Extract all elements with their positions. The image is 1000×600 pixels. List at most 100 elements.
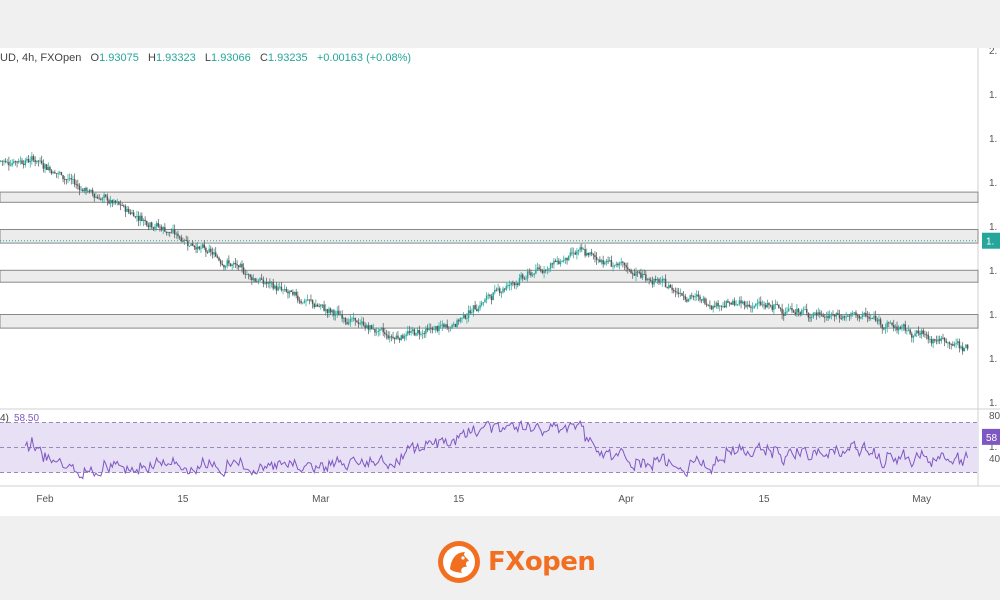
candle-body bbox=[6, 161, 8, 163]
candle-body bbox=[648, 278, 650, 280]
candle-body bbox=[73, 178, 76, 185]
candle-body bbox=[37, 160, 40, 162]
candle-body bbox=[313, 303, 315, 308]
candle-body bbox=[581, 247, 583, 250]
candle-body bbox=[567, 255, 570, 261]
candle-body bbox=[628, 269, 631, 271]
candle-body bbox=[571, 252, 573, 254]
candle-body bbox=[802, 309, 805, 311]
candle-body bbox=[129, 212, 132, 214]
candle-body bbox=[1, 160, 4, 162]
candle-body bbox=[490, 296, 493, 301]
candle-body bbox=[260, 278, 263, 280]
candle-body bbox=[574, 252, 577, 255]
candle-body bbox=[127, 208, 130, 213]
candle-body bbox=[710, 305, 713, 310]
candle-body bbox=[446, 324, 448, 328]
candle-body bbox=[576, 251, 578, 255]
candle-body bbox=[906, 330, 908, 331]
candle-body bbox=[494, 289, 496, 293]
candle-body bbox=[93, 193, 95, 198]
candle-body bbox=[349, 319, 352, 322]
time-tick-label: Feb bbox=[36, 494, 54, 505]
candle-body bbox=[635, 271, 637, 276]
candle-body bbox=[587, 252, 590, 255]
candle-body bbox=[471, 312, 473, 314]
rsi-band-fill bbox=[0, 422, 978, 473]
candle-body bbox=[901, 326, 903, 329]
candle-body bbox=[219, 260, 222, 264]
candle-body bbox=[22, 163, 25, 165]
candle-body bbox=[98, 198, 100, 200]
price-chart[interactable]: 2. 1. 1. 1. 1. 1. 1. 1. 1. 1. 1. 80 40 58 4) 58.50 Feb 1… bbox=[0, 48, 1000, 516]
candle-body bbox=[768, 302, 770, 306]
candle-body bbox=[426, 328, 429, 330]
candle-body bbox=[287, 291, 289, 294]
candle-body bbox=[915, 330, 918, 334]
candle-body bbox=[605, 260, 608, 263]
candle-body bbox=[551, 263, 554, 265]
candle-body bbox=[295, 291, 297, 296]
candle-body bbox=[699, 296, 701, 300]
candle-body bbox=[283, 289, 286, 290]
candle-body bbox=[934, 339, 936, 341]
candle-body bbox=[170, 232, 173, 234]
candle-body bbox=[59, 172, 61, 174]
candles bbox=[0, 152, 969, 355]
candle-body bbox=[615, 263, 618, 265]
candle-body bbox=[4, 160, 7, 162]
candle-body bbox=[141, 215, 143, 222]
current-price-label: 1. bbox=[986, 237, 994, 248]
candle-body bbox=[687, 298, 690, 302]
candle-body bbox=[561, 261, 563, 263]
candle-body bbox=[824, 316, 826, 318]
candle-body bbox=[891, 322, 893, 326]
candle-body bbox=[513, 282, 516, 286]
candle-body bbox=[549, 263, 552, 269]
candle-body bbox=[832, 314, 834, 316]
candle-body bbox=[361, 321, 363, 324]
rsi-indicator bbox=[24, 419, 969, 480]
candle-body bbox=[812, 313, 815, 318]
candle-body bbox=[917, 330, 920, 334]
candle-body bbox=[679, 293, 682, 295]
candle-body bbox=[443, 324, 445, 328]
candle-body bbox=[54, 172, 56, 174]
candle-body bbox=[247, 274, 250, 276]
candle-body bbox=[966, 344, 969, 349]
price-tick-label: 1. bbox=[989, 222, 997, 233]
candle-body bbox=[914, 333, 916, 337]
candle-body bbox=[741, 301, 744, 304]
candle-body bbox=[477, 308, 480, 312]
candle-body bbox=[42, 163, 45, 169]
candle-body bbox=[224, 265, 227, 268]
candle-body bbox=[405, 334, 407, 337]
change-value: +0.00163 (+0.08%) bbox=[316, 52, 412, 64]
candle-body bbox=[669, 285, 672, 288]
candle-body bbox=[85, 187, 87, 191]
candle-body bbox=[860, 316, 862, 319]
price-tick-label: 2. bbox=[989, 48, 997, 57]
rsi-current-label: 58 bbox=[986, 433, 998, 444]
candle-body bbox=[118, 201, 120, 205]
candle-body bbox=[55, 173, 58, 175]
candle-body bbox=[692, 295, 695, 297]
candle-body bbox=[866, 316, 869, 317]
candle-body bbox=[627, 267, 629, 270]
candle-body bbox=[280, 286, 283, 291]
candle-body bbox=[476, 309, 478, 312]
candle-body bbox=[892, 325, 895, 328]
candle-body bbox=[272, 282, 274, 289]
candle-body bbox=[589, 252, 591, 255]
candle-body bbox=[100, 199, 102, 200]
candle-body bbox=[144, 219, 146, 222]
candle-body bbox=[950, 344, 952, 345]
candle-body bbox=[773, 304, 775, 310]
candle-body bbox=[385, 334, 388, 336]
candle-body bbox=[334, 313, 337, 316]
candle-body bbox=[21, 160, 23, 164]
candle-body bbox=[559, 261, 562, 264]
candle-body bbox=[393, 338, 396, 340]
candle-body bbox=[195, 247, 197, 250]
candle-body bbox=[203, 244, 205, 248]
